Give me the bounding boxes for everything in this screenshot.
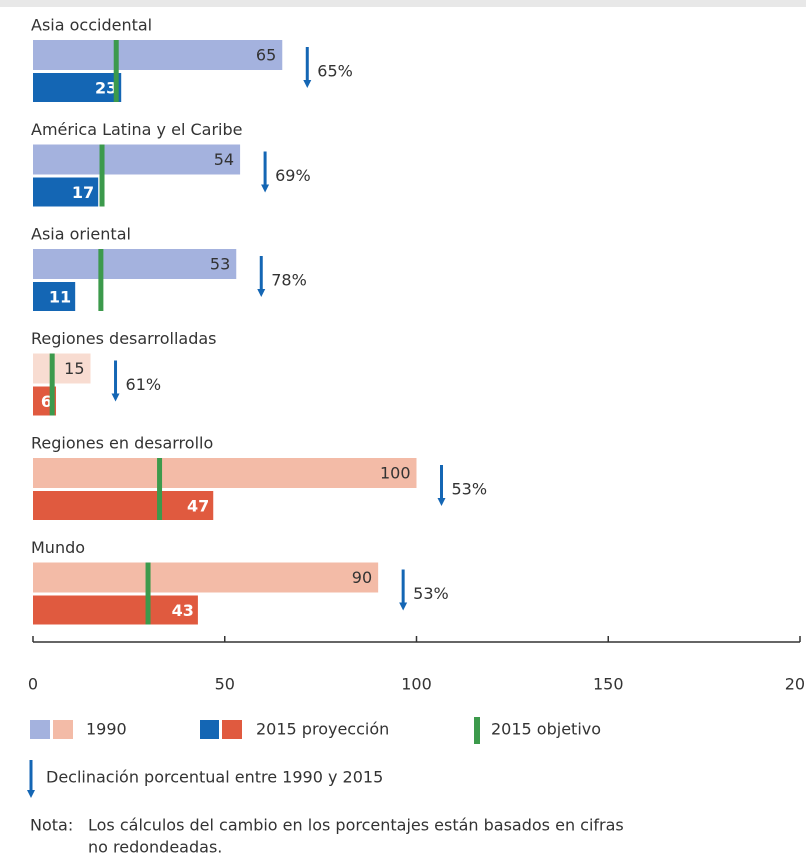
target-marker: [99, 144, 105, 207]
value-label: 65: [256, 46, 276, 65]
x-tick-label: 150: [593, 675, 624, 694]
bar-2015: [33, 491, 214, 520]
note-label: Nota:: [30, 816, 73, 835]
legend-arrow: [27, 760, 35, 798]
decline-label: 53%: [413, 584, 449, 603]
target-marker: [113, 40, 119, 102]
legend-swatch: [474, 717, 480, 744]
value-label: 17: [72, 183, 94, 202]
bar-2015: [33, 177, 99, 207]
bar-1990: [33, 40, 283, 70]
legend-swatch: [30, 720, 50, 739]
value-label: 54: [214, 150, 234, 169]
legend-label: 2015 proyección: [256, 720, 389, 739]
note-text: no redondeadas.: [88, 838, 222, 857]
target-marker: [49, 353, 55, 416]
value-label: 47: [187, 497, 209, 516]
value-label: 90: [352, 568, 372, 587]
value-label: 6: [41, 392, 52, 411]
value-label: 43: [172, 601, 194, 620]
bar-1990: [33, 458, 417, 488]
decline-label: 65%: [317, 62, 353, 81]
decline-arrow: [437, 465, 446, 506]
value-label: 100: [380, 464, 411, 483]
decline-label: 78%: [271, 271, 307, 290]
category-label: Mundo: [31, 538, 85, 557]
category-label: América Latina y el Caribe: [31, 120, 242, 139]
target-marker: [157, 458, 163, 520]
target-marker: [145, 562, 151, 625]
bar-2015: [33, 595, 198, 625]
category-label: Regiones desarrolladas: [31, 329, 216, 348]
bar-1990: [33, 249, 237, 279]
bar-1990: [33, 562, 379, 593]
target-marker: [98, 249, 104, 311]
decline-arrow: [261, 151, 270, 193]
decline-arrow: [399, 569, 408, 611]
legend-label: 2015 objetivo: [491, 720, 601, 739]
legend-swatch: [53, 720, 73, 739]
decline-label: 69%: [275, 166, 311, 185]
category-label: Asia occidental: [31, 16, 152, 35]
decline-label: 53%: [452, 480, 488, 499]
x-tick-label: 0: [28, 675, 38, 694]
category-label: Regiones en desarrollo: [31, 434, 213, 453]
top-band: [0, 0, 806, 7]
decline-arrow: [257, 256, 266, 297]
legend-label: 1990: [86, 720, 127, 739]
decline-arrow: [303, 47, 312, 88]
value-label: 15: [64, 359, 84, 378]
bar-1990: [33, 144, 241, 175]
legend-label: Declinación porcentual entre 1990 y 2015: [46, 768, 383, 787]
decline-label: 61%: [126, 375, 162, 394]
note-text: Los cálculos del cambio en los porcentaj…: [88, 816, 624, 835]
bar-1990: [33, 353, 91, 384]
x-tick-label: 100: [401, 675, 432, 694]
legend-swatch: [200, 720, 219, 739]
bar-2015: [33, 282, 76, 311]
legend-swatch: [222, 720, 242, 739]
value-label: 23: [95, 79, 117, 98]
x-tick-label: 50: [215, 675, 235, 694]
bar-2015: [33, 73, 122, 102]
x-tick-label: 200: [785, 675, 806, 694]
decline-arrow: [111, 360, 120, 402]
value-label: 53: [210, 255, 230, 274]
category-label: Asia oriental: [31, 225, 131, 244]
value-label: 11: [49, 288, 71, 307]
